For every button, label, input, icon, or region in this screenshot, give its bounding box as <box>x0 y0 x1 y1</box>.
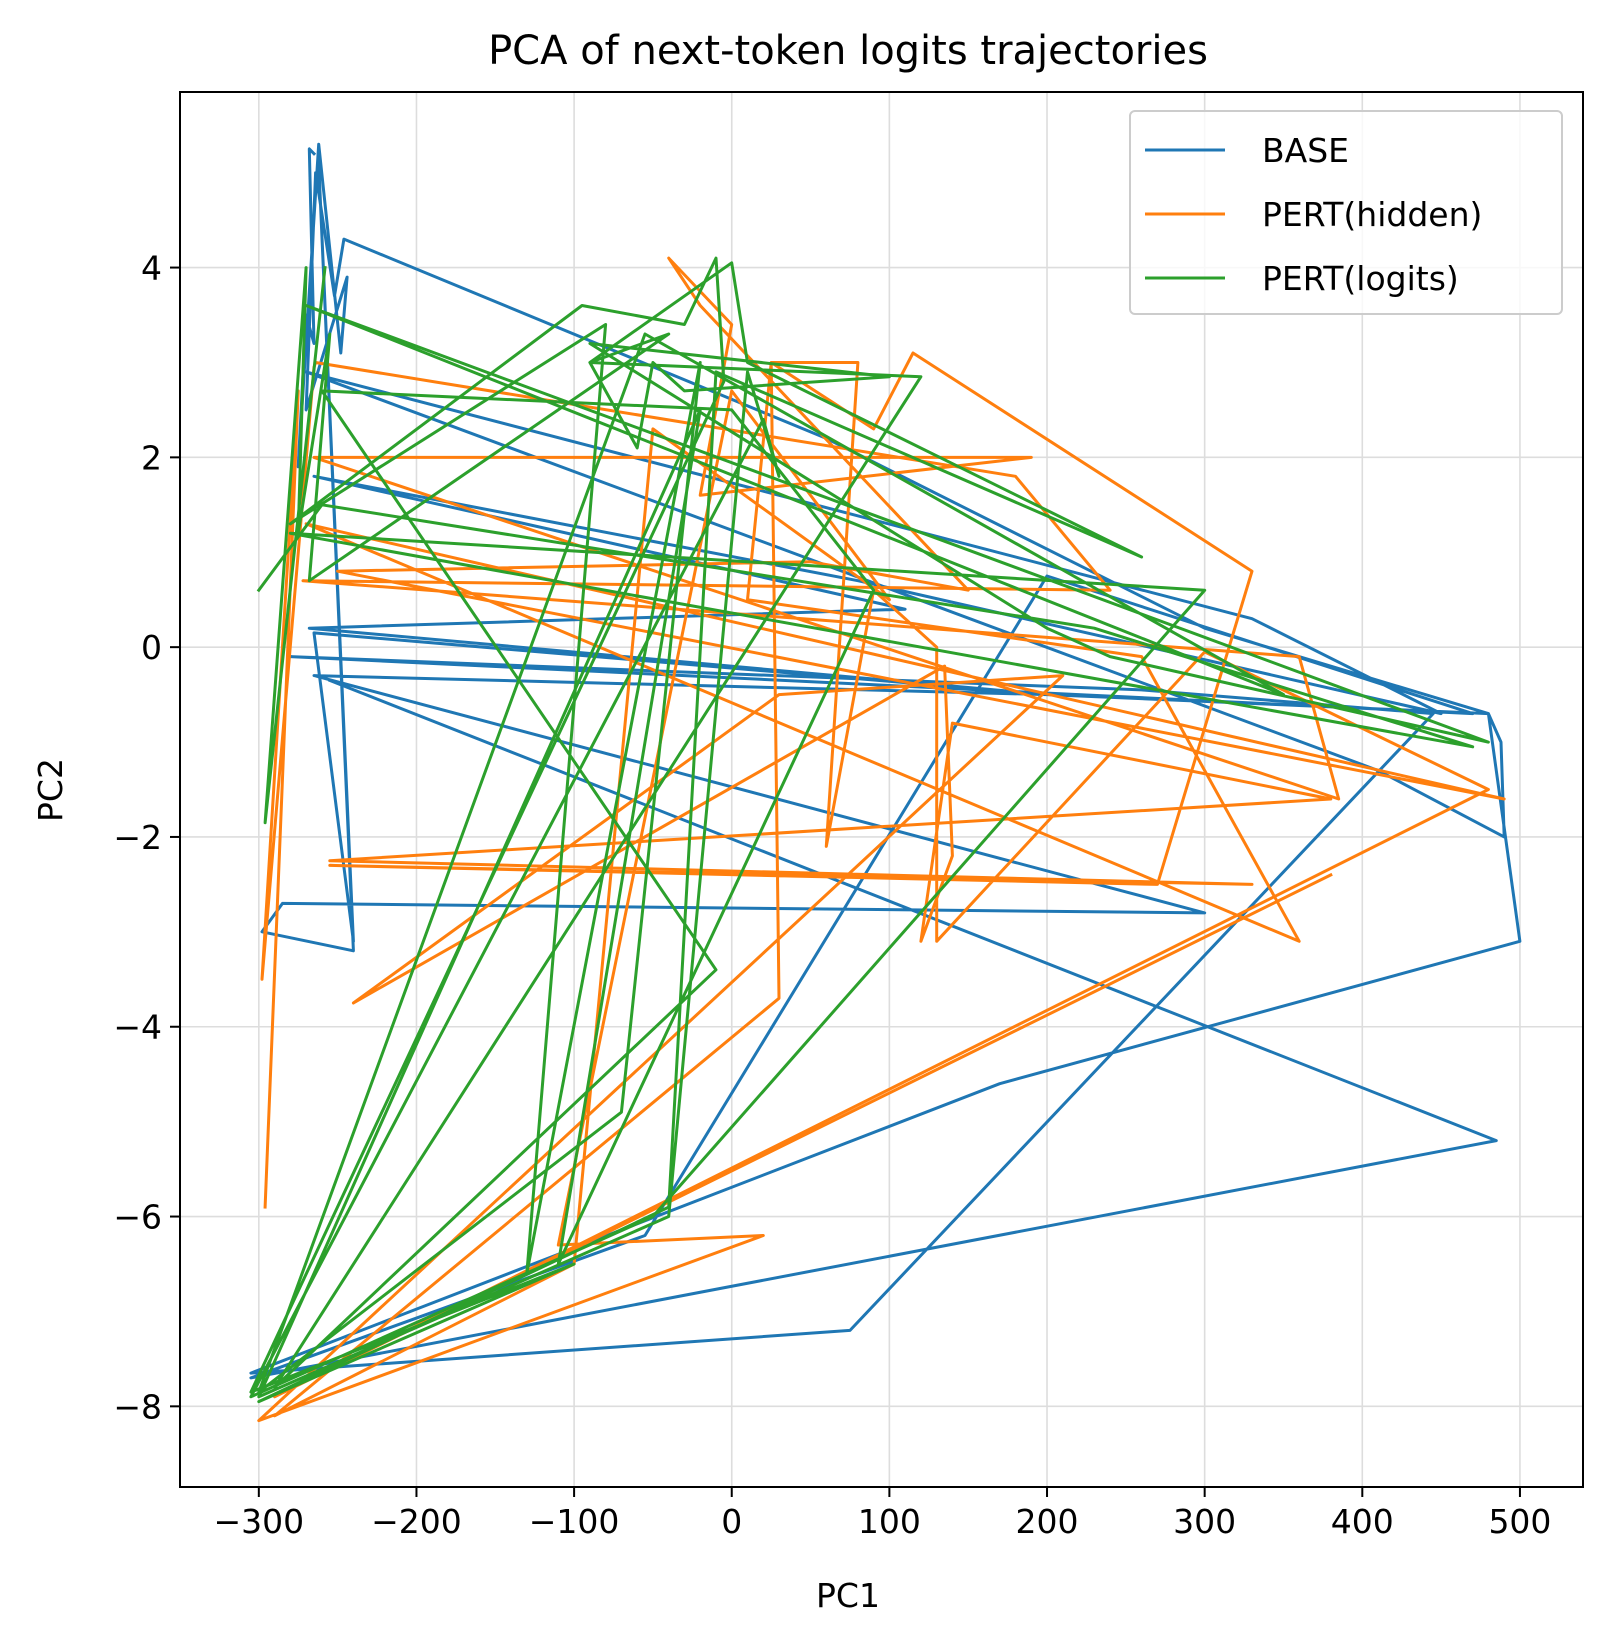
y-tick-label: 4 <box>141 249 162 288</box>
series-line-base <box>249 142 1522 1380</box>
legend: BASE PERT(hidden) PERT(logits) <box>1129 110 1563 315</box>
x-axis-label: PC1 <box>816 1576 880 1615</box>
x-tick-label: 0 <box>721 1502 742 1541</box>
legend-label: PERT(logits) <box>1262 259 1459 298</box>
series-line-pert-hidden <box>257 256 1506 1423</box>
x-tick-label: 300 <box>1173 1502 1236 1541</box>
y-axis-ticks: −8 −6 −4 −2 0 2 4 <box>113 249 180 1426</box>
x-tick-label: 100 <box>858 1502 921 1541</box>
x-tick-label: 500 <box>1488 1502 1551 1541</box>
x-tick-label: 200 <box>1016 1502 1079 1541</box>
x-axis-ticks: −300 −200 −100 0 100 200 300 400 500 <box>213 1487 1551 1541</box>
legend-label: BASE <box>1262 131 1349 170</box>
legend-label: PERT(hidden) <box>1262 195 1482 234</box>
x-tick-label: 400 <box>1331 1502 1394 1541</box>
y-tick-label: −8 <box>113 1387 162 1426</box>
series-line-pert-logits <box>249 256 1490 1404</box>
y-tick-label: −6 <box>113 1198 162 1237</box>
y-tick-label: 0 <box>141 628 162 667</box>
y-tick-label: 2 <box>141 438 162 477</box>
series-lines <box>249 142 1522 1423</box>
y-tick-label: −4 <box>113 1008 162 1047</box>
y-axis-label: PC2 <box>31 758 70 822</box>
x-tick-label: −300 <box>213 1502 304 1541</box>
x-tick-label: −100 <box>529 1502 620 1541</box>
chart-title: PCA of next-token logits trajectories <box>488 28 1208 74</box>
x-tick-label: −200 <box>371 1502 462 1541</box>
y-tick-label: −2 <box>113 818 162 857</box>
legend-box <box>1129 110 1563 315</box>
plot-frame <box>179 91 1584 1488</box>
